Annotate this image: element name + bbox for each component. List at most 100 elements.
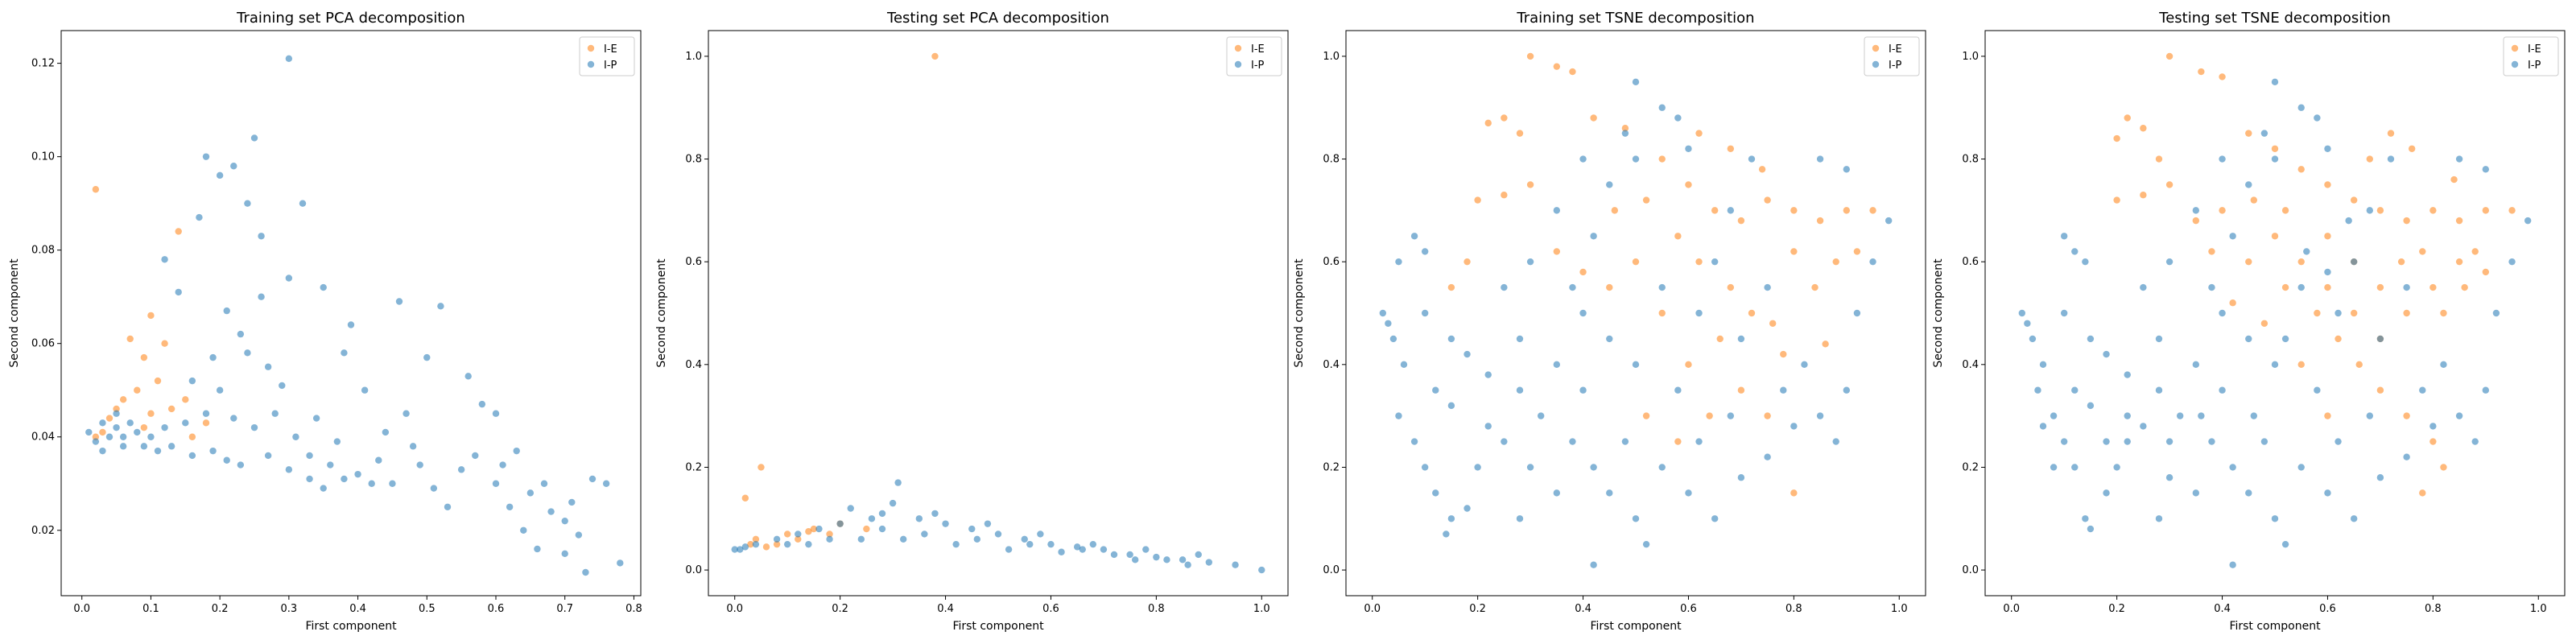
data-point-i-e	[147, 410, 155, 417]
data-point-i-e	[1790, 248, 1798, 255]
data-point-i-p	[361, 386, 369, 394]
y-tick-label: 0.8	[1962, 154, 1979, 166]
data-point-i-p	[2334, 309, 2342, 317]
data-point-i-p	[2103, 489, 2110, 497]
data-point-i-p	[237, 461, 245, 469]
data-point-i-e	[2508, 207, 2516, 214]
data-point-i-p	[472, 452, 479, 460]
legend-marker-i-p	[1234, 60, 1242, 68]
data-point-i-e	[2124, 114, 2131, 122]
data-point-i-p	[2303, 248, 2310, 255]
data-point-i-e	[2440, 309, 2447, 317]
legend-marker-i-p	[2511, 60, 2519, 68]
x-tick-label: 1.0	[2530, 603, 2547, 615]
data-point-i-p	[1516, 515, 1524, 522]
data-point-i-p	[1579, 155, 1587, 163]
data-point-i-p	[113, 423, 120, 431]
legend: I-E I-P	[2503, 36, 2559, 76]
data-point-i-p	[826, 535, 833, 543]
data-point-i-p	[119, 443, 127, 450]
data-point-i-e	[1553, 248, 1561, 255]
data-point-i-e	[1758, 166, 1766, 173]
data-point-i-e	[1695, 130, 1703, 137]
data-point-i-p	[1579, 309, 1587, 317]
data-point-i-e	[1853, 248, 1861, 255]
data-point-i-p	[2260, 130, 2268, 137]
data-point-i-p	[389, 480, 396, 487]
data-point-i-p	[1073, 543, 1081, 551]
data-point-i-p	[2271, 361, 2279, 369]
data-point-i-p	[2219, 386, 2226, 394]
data-point-i-p	[437, 303, 444, 310]
data-point-i-p	[1100, 546, 1108, 553]
data-point-i-p	[1131, 556, 1139, 564]
data-point-i-e	[2366, 155, 2374, 163]
data-point-i-e	[2208, 248, 2215, 255]
data-point-i-e	[2429, 207, 2437, 214]
axes-frame	[1984, 30, 2566, 597]
data-point-i-p	[1232, 561, 1239, 568]
data-point-i-p	[175, 288, 182, 296]
data-point-i-p	[795, 530, 802, 538]
data-point-i-p	[2366, 412, 2374, 419]
data-point-i-p	[347, 321, 355, 328]
data-point-i-p	[1421, 248, 1429, 255]
data-point-i-e	[1706, 412, 1713, 419]
data-point-i-p	[2087, 525, 2095, 533]
data-point-i-p	[2034, 386, 2041, 394]
legend: I-E I-P	[1864, 36, 1920, 76]
data-point-i-p	[2260, 438, 2268, 445]
data-point-i-p	[1400, 361, 1408, 369]
data-point-i-e	[2397, 258, 2405, 266]
data-point-i-p	[196, 213, 203, 221]
data-point-i-e	[2281, 283, 2289, 291]
data-point-i-p	[1432, 386, 1439, 394]
data-point-i-p	[2492, 309, 2500, 317]
data-point-i-e	[1685, 361, 1692, 369]
data-point-i-p	[1590, 464, 1597, 471]
data-point-i-e	[2271, 145, 2279, 152]
x-tick-label: 0.2	[1469, 603, 1486, 615]
data-point-i-p	[2229, 233, 2236, 240]
data-point-i-p	[1843, 386, 1851, 394]
data-point-i-p	[2471, 438, 2479, 445]
data-point-i-p	[2140, 423, 2147, 430]
data-point-i-p	[216, 386, 224, 394]
data-point-i-e	[1822, 341, 1829, 348]
data-point-i-p	[899, 535, 907, 543]
data-point-i-p	[561, 550, 568, 557]
data-point-i-e	[2140, 192, 2147, 199]
legend: I-E I-P	[1226, 36, 1282, 76]
data-point-i-e	[1590, 114, 1597, 122]
data-point-i-p	[1695, 309, 1703, 317]
data-point-i-p	[2271, 515, 2279, 522]
data-point-i-p	[119, 433, 127, 440]
data-point-i-e	[752, 535, 760, 543]
data-point-i-e	[1526, 52, 1534, 60]
data-point-i-e	[2324, 233, 2331, 240]
data-point-i-p	[1126, 551, 1133, 559]
data-point-i-e	[2281, 207, 2289, 214]
data-point-i-p	[1780, 386, 1787, 394]
data-point-i-p	[2376, 474, 2384, 481]
data-point-i-p	[1748, 155, 1756, 163]
data-point-i-p	[478, 400, 486, 408]
data-point-i-p	[161, 256, 168, 263]
data-point-i-p	[306, 475, 313, 483]
data-point-i-p	[2334, 438, 2342, 445]
data-point-i-p	[2482, 166, 2490, 173]
y-tick-label: 1.0	[685, 51, 702, 63]
legend-marker-i-p	[1872, 60, 1880, 68]
data-point-i-p	[1526, 258, 1534, 266]
data-point-i-p	[1021, 535, 1028, 543]
data-point-i-p	[223, 307, 230, 315]
data-point-i-e	[2376, 207, 2384, 214]
y-tick-label: 0.12	[31, 58, 55, 70]
data-point-i-p	[167, 443, 175, 450]
data-point-i-p	[1764, 283, 1771, 291]
data-point-i-e	[1780, 350, 1787, 358]
data-point-i-e	[805, 528, 812, 535]
data-point-i-p	[1026, 540, 1034, 548]
data-point-i-e	[2403, 309, 2410, 317]
data-point-i-p	[1658, 464, 1666, 471]
